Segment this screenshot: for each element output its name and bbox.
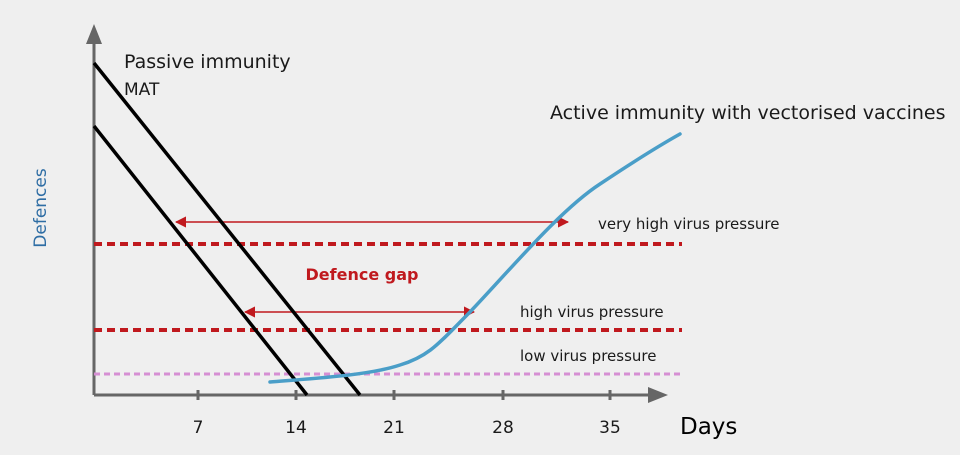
high-pressure-label: high virus pressure bbox=[520, 303, 664, 321]
x-tick-label: 14 bbox=[285, 418, 307, 438]
defence-gap-label: Defence gap bbox=[306, 265, 419, 284]
mat-label: MAT bbox=[124, 80, 160, 100]
x-axis-label: Days bbox=[680, 414, 737, 440]
passive-immunity-label: Passive immunity bbox=[124, 51, 291, 73]
x-tick-label: 21 bbox=[383, 418, 405, 438]
x-axis-arrow-icon bbox=[648, 387, 668, 403]
x-tick-label: 28 bbox=[492, 418, 514, 438]
active-immunity-label: Active immunity with vectorised vaccines bbox=[550, 102, 945, 124]
x-tick-label: 7 bbox=[193, 418, 204, 438]
y-axis-label: Defences bbox=[31, 168, 51, 248]
active-immunity-curve bbox=[268, 132, 682, 384]
y-axis-arrow-icon bbox=[86, 24, 102, 44]
passive-immunity-line-low bbox=[92, 124, 309, 397]
low-pressure-label: low virus pressure bbox=[520, 347, 656, 365]
passive-immunity-line-high bbox=[92, 61, 362, 397]
x-tick-label: 35 bbox=[599, 418, 621, 438]
very-high-pressure-label: very high virus pressure bbox=[598, 215, 779, 233]
